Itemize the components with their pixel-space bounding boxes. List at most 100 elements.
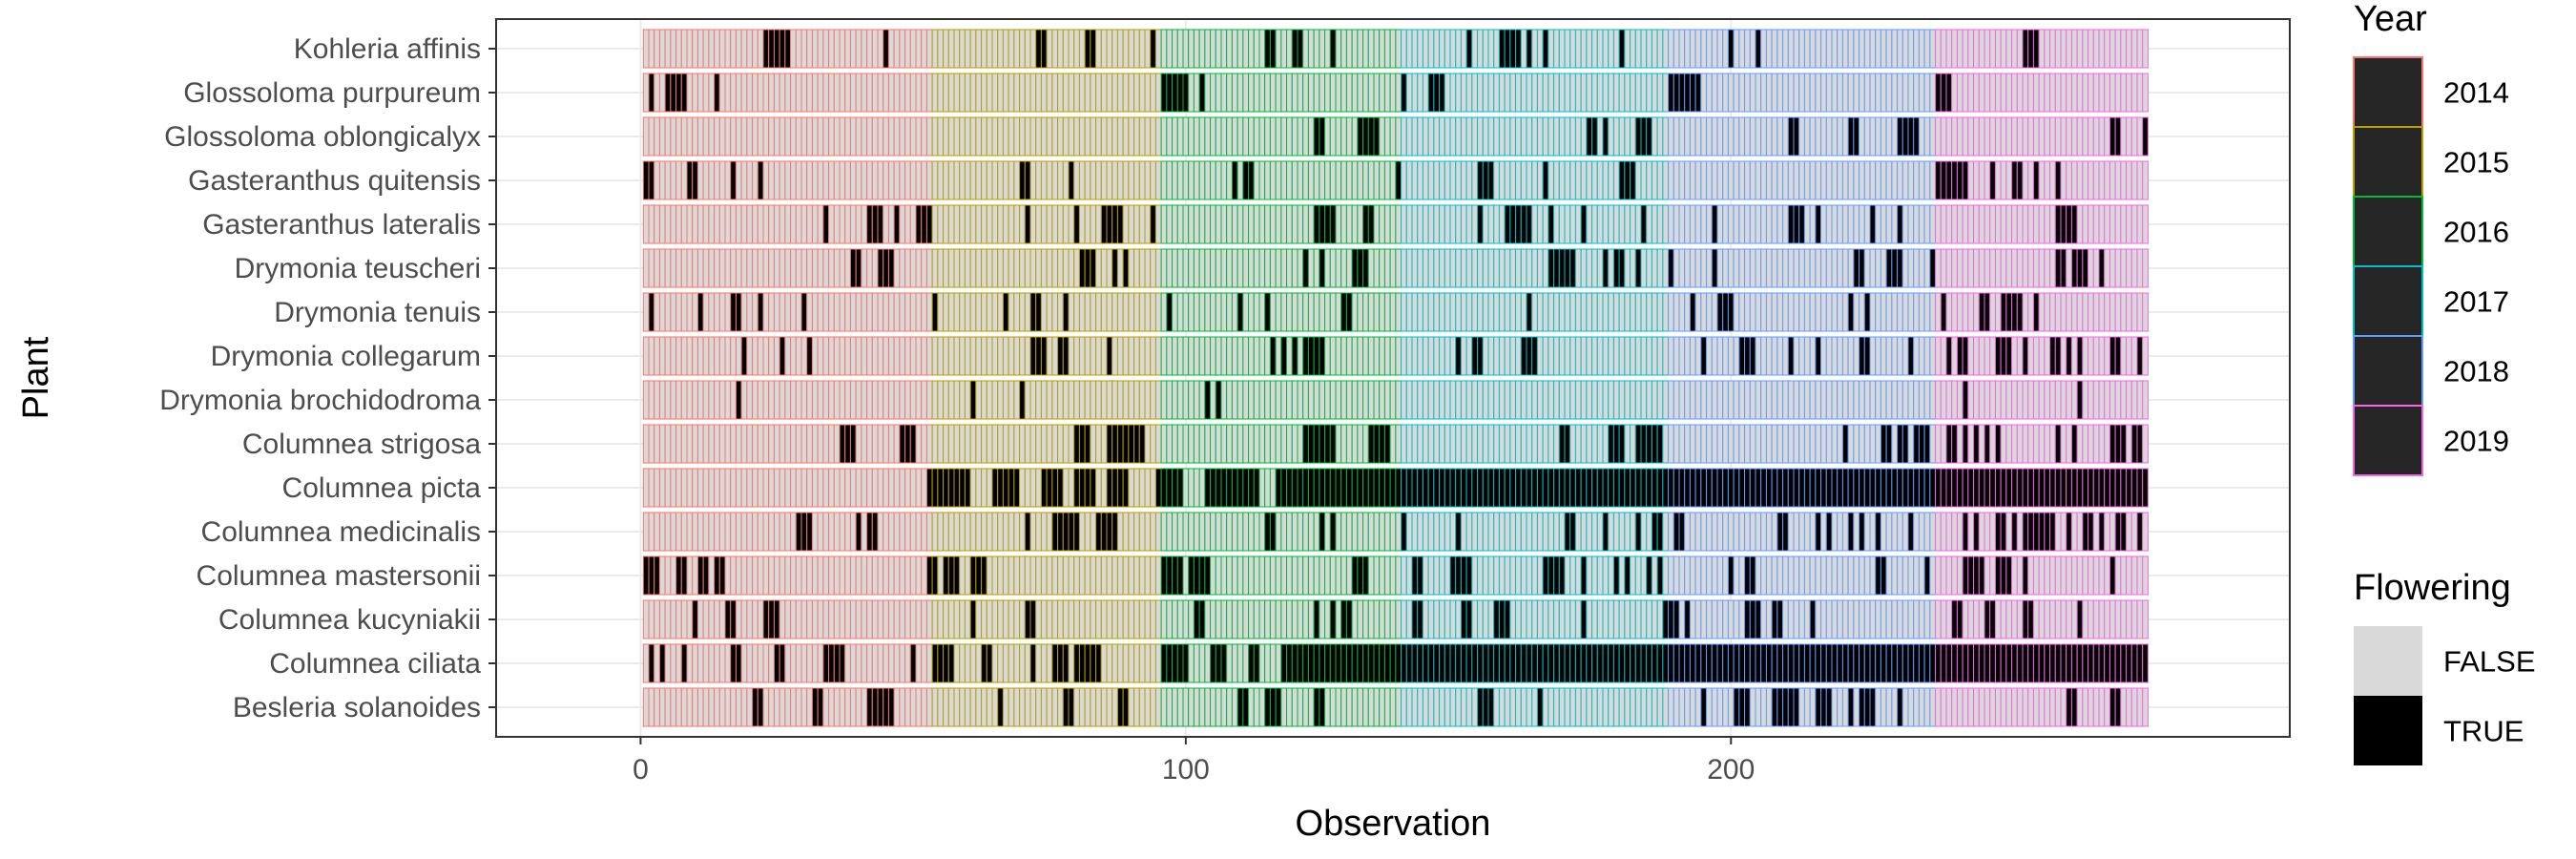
- heatmap-cell: [735, 424, 742, 464]
- heatmap-cell: [1967, 512, 1975, 552]
- heatmap-cell: [1984, 468, 1991, 508]
- heatmap-cell: [1760, 380, 1767, 420]
- heatmap-cell: [1678, 73, 1686, 113]
- heatmap-cell: [1722, 555, 1729, 596]
- heatmap-cell: [2022, 116, 2029, 157]
- heatmap-cell: [1841, 468, 1849, 508]
- heatmap-cell: [1608, 116, 1614, 157]
- heatmap-cell: [1444, 555, 1451, 596]
- heatmap-cell: [1029, 29, 1037, 69]
- heatmap-cell: [1706, 160, 1713, 200]
- heatmap-cell: [833, 380, 841, 420]
- heatmap-cell: [1154, 468, 1162, 508]
- heatmap-cell: [2109, 116, 2116, 157]
- heatmap-cell: [2098, 292, 2106, 332]
- heatmap-cell: [1493, 160, 1500, 200]
- heatmap-cell: [1253, 687, 1260, 727]
- heatmap-cell: [1586, 380, 1593, 420]
- heatmap-cell: [1526, 512, 1533, 552]
- heatmap-cell: [1897, 468, 1903, 508]
- heatmap-cell: [1733, 687, 1740, 727]
- heatmap-cell: [1100, 336, 1108, 376]
- heatmap-cell: [1335, 468, 1342, 508]
- heatmap-cell: [1640, 160, 1648, 200]
- heatmap-cell: [1700, 687, 1708, 727]
- heatmap-cell: [2060, 599, 2067, 639]
- heatmap-cell: [1558, 29, 1566, 69]
- heatmap-cell: [718, 292, 726, 332]
- heatmap-cell: [2044, 336, 2051, 376]
- heatmap-cell: [883, 468, 889, 508]
- heatmap-cell: [1706, 555, 1713, 596]
- heatmap-cell: [1269, 248, 1277, 288]
- heatmap-cell: [740, 160, 748, 200]
- heatmap-cell: [975, 643, 983, 683]
- heatmap-cell: [1188, 204, 1195, 244]
- heatmap-cell: [1662, 599, 1670, 639]
- heatmap-cell: [1455, 555, 1462, 596]
- heatmap-cell: [1193, 160, 1200, 200]
- legend-year-key: [2353, 265, 2423, 337]
- heatmap-cell: [1176, 248, 1184, 288]
- heatmap-cell: [1733, 204, 1740, 244]
- heatmap-cell: [1477, 380, 1484, 420]
- heatmap-cell: [925, 643, 933, 683]
- heatmap-cell: [1280, 512, 1288, 552]
- heatmap-cell: [1847, 204, 1855, 244]
- heatmap-cell: [714, 248, 720, 288]
- heatmap-cell: [991, 380, 999, 420]
- heatmap-cell: [991, 336, 999, 376]
- heatmap-cell: [997, 336, 1004, 376]
- heatmap-cell: [1509, 380, 1517, 420]
- heatmap-cell: [654, 292, 660, 332]
- heatmap-cell: [1493, 73, 1500, 113]
- heatmap-cell: [773, 424, 780, 464]
- heatmap-cell: [1744, 204, 1751, 244]
- heatmap-cell: [1672, 116, 1680, 157]
- heatmap-cell: [1809, 643, 1817, 683]
- heatmap-cell: [1689, 116, 1696, 157]
- heatmap-cell: [1564, 292, 1571, 332]
- heatmap-cell: [964, 380, 971, 420]
- heatmap-cell: [1951, 73, 1958, 113]
- heatmap-cell: [1694, 555, 1702, 596]
- heatmap-cell: [986, 468, 993, 508]
- heatmap-cell: [975, 512, 983, 552]
- heatmap-cell: [1711, 116, 1718, 157]
- heatmap-cell: [1340, 468, 1347, 508]
- heatmap-cell: [1918, 336, 1925, 376]
- heatmap-cell: [1379, 160, 1385, 200]
- heatmap-cell: [1324, 555, 1331, 596]
- heatmap-cell: [855, 599, 862, 639]
- heatmap-cell: [658, 687, 666, 727]
- heatmap-cell: [1923, 29, 1931, 69]
- heatmap-cell: [692, 292, 698, 332]
- heatmap-cell: [1100, 29, 1108, 69]
- heatmap-cell: [1150, 687, 1156, 727]
- heatmap-cell: [1455, 424, 1462, 464]
- heatmap-cell: [714, 380, 720, 420]
- heatmap-cell: [887, 336, 895, 376]
- heatmap-cell: [925, 512, 933, 552]
- heatmap-cell: [1803, 555, 1811, 596]
- heatmap-cell: [1569, 599, 1576, 639]
- heatmap-cell: [1116, 512, 1124, 552]
- heatmap-cell: [1444, 424, 1451, 464]
- heatmap-cell: [752, 599, 758, 639]
- heatmap-cell: [1465, 643, 1473, 683]
- heatmap-cell: [877, 468, 884, 508]
- heatmap-cell: [1923, 73, 1931, 113]
- heatmap-cell: [1340, 248, 1347, 288]
- heatmap-cell: [1357, 468, 1364, 508]
- heatmap-cell: [997, 643, 1004, 683]
- heatmap-cell: [1231, 248, 1238, 288]
- heatmap-cell: [1057, 512, 1064, 552]
- heatmap-cell: [746, 248, 754, 288]
- heatmap-cell: [2136, 73, 2144, 113]
- heatmap-cell: [1580, 512, 1588, 552]
- heatmap-cell: [1046, 160, 1053, 200]
- heatmap-cell: [1700, 292, 1708, 332]
- heatmap-cell: [1787, 29, 1795, 69]
- heatmap-cell: [757, 204, 764, 244]
- heatmap-cell: [1362, 73, 1369, 113]
